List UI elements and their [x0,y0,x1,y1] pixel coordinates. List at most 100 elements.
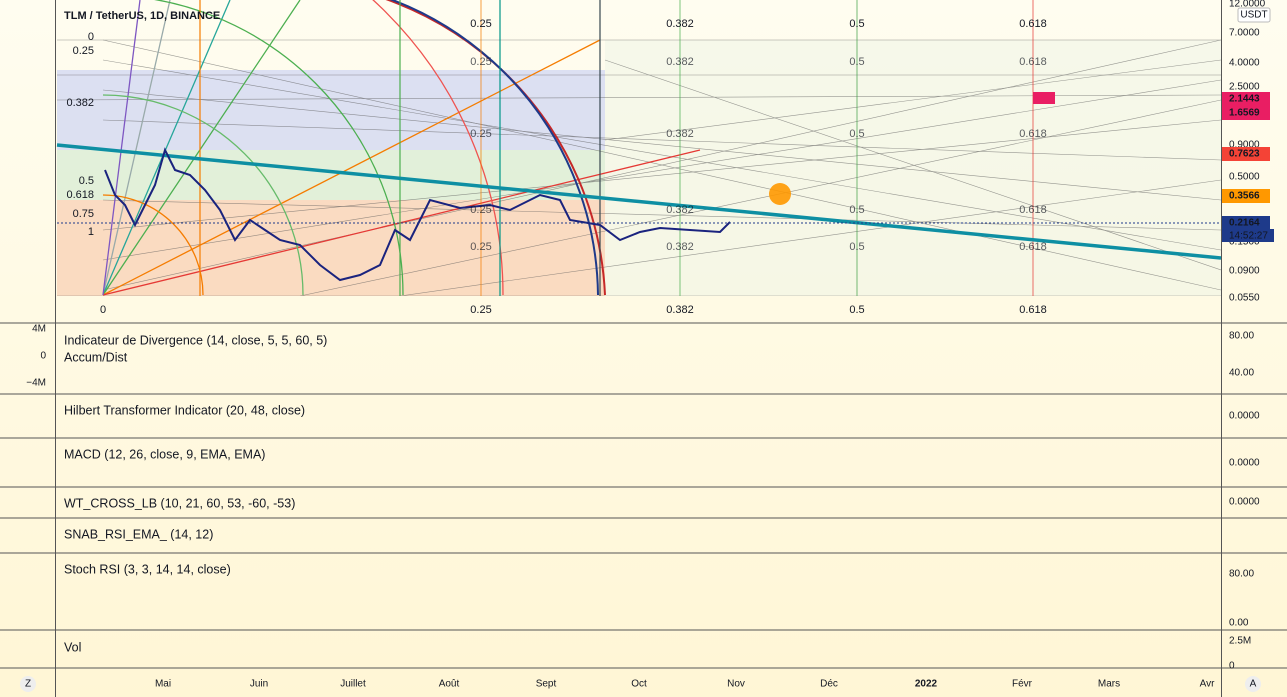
fib-axis-label: 0 [100,304,106,316]
fib-label: 0.382 [666,128,694,140]
pane-axis-label: 80.00 [1229,569,1254,580]
trend-line [56,143,1221,260]
countdown-tag [1222,229,1274,242]
price-tag [1222,92,1270,106]
time-axis-label: Avr [1200,679,1215,690]
time-axis-label: 2022 [915,679,938,690]
pane-title: MACD (12, 26, close, 9, EMA, EMA) [64,447,265,461]
fib-label: 0.618 [1019,18,1047,30]
corner-button-label[interactable]: A [1250,679,1257,690]
price-tag-label: 1.6569 [1229,108,1260,119]
time-axis-label: Juillet [340,679,366,690]
pane-title: Indicateur de Divergence (14, close, 5, … [64,333,327,347]
marker [769,183,791,205]
countdown: 14:52:27 [1229,231,1268,242]
pane-axis-label: 0.0000 [1229,411,1260,422]
pane-axis-label: 2.5M [1229,636,1251,647]
price-tag-label: 0.7623 [1229,149,1260,160]
fib-label: 0.618 [1019,204,1047,216]
gann-lines [56,39,1221,296]
price-axis-label: 4.0000 [1229,58,1260,69]
fib-label: 0.618 [1019,56,1047,68]
zone [605,40,1221,296]
fib-left-label: 0.382 [66,97,94,109]
fib-left-label: 0 [88,31,94,43]
pane-left-axis-label: 0 [40,351,46,362]
fib-label: 0.5 [849,241,864,253]
price-trace [104,147,731,282]
corner-button[interactable] [1245,676,1261,692]
price-axis-label: 0.5000 [1229,172,1260,183]
time-axis-label: Mai [155,679,171,690]
pane-title: Hilbert Transformer Indicator (20, 48, c… [64,403,305,417]
fib-left-label: 0.25 [73,45,94,57]
time-axis-label: Oct [631,679,647,690]
fib-axis-label: 0.618 [1019,304,1047,316]
fib-axis-label: 0.382 [666,304,694,316]
drawings [56,0,1221,296]
price-tag-label: 2.1443 [1229,94,1260,105]
price-tag [1222,106,1270,120]
price-axis-label: 0.0900 [1229,266,1260,277]
time-axis-label: Déc [820,679,838,690]
price-axis-label: 12.0000 [1229,0,1266,10]
price-axis-label: 0.0550 [1229,293,1260,304]
pane-axis-label: 40.00 [1229,368,1254,379]
fib-label: 0.5 [849,204,864,216]
fib-left-label: 1 [88,226,94,238]
fib-label: 0.5 [849,18,864,30]
fib-left-label: 0.75 [73,208,94,220]
corner-button[interactable] [20,676,36,692]
pane-title: SNAB_RSI_EMA_ (14, 12) [64,527,213,541]
time-axis-label: Nov [727,679,745,690]
pane-axis-label: 0.0000 [1229,458,1260,469]
fib-axis-label: 0.25 [470,304,491,316]
time-axis-label: Févr [1012,679,1033,690]
fib-label: 0.382 [666,56,694,68]
price-tag-label: 0.2164 [1229,218,1260,229]
pane-title: Vol [64,640,81,654]
price-axis-label: 0.9000 [1229,140,1260,151]
pane-title: Accum/Dist [64,350,128,364]
zone [57,150,605,200]
time-axis-label: Juin [250,679,268,690]
fib-left-label: 0.618 [66,189,94,201]
fib-label: 0.618 [1019,241,1047,253]
time-axis-label: Mars [1098,679,1120,690]
fib-label: 0.25 [470,18,491,30]
fib-label: 0.25 [470,128,491,140]
fib-axis-label: 0.5 [849,304,864,316]
pane-left-axis-label: −4M [26,378,46,389]
price-axis-label: 7.0000 [1229,28,1260,39]
pane-axis-label: 0.0000 [1229,497,1260,508]
price-tag [1222,189,1270,203]
pane-title: Stoch RSI (3, 3, 14, 14, close) [64,562,231,576]
verticals [199,0,1034,296]
time-axis-label: Sept [536,679,557,690]
pane-left-axis-label: 4M [32,324,46,335]
fib-label: 0.382 [666,204,694,216]
corner-button-label[interactable]: Z [25,679,31,690]
pane-axis-label: 0 [1229,661,1235,672]
price-tag [1222,147,1270,161]
time-axis-label: Août [439,679,460,690]
chart-title: TLM / TetherUS, 1D, BINANCE [64,10,220,22]
price-axis-label: 0.1500 [1229,237,1260,248]
price-tag [1222,216,1270,230]
fib-label: 0.618 [1019,128,1047,140]
currency[interactable]: USDT [1240,10,1267,21]
fib-label: 0.5 [849,128,864,140]
pane-axis-label: 80.00 [1229,331,1254,342]
currency-badge[interactable] [1237,7,1271,23]
fib-label: 0.382 [666,241,694,253]
fib-label: 0.25 [470,204,491,216]
fib-label: 0.25 [470,56,491,68]
fib-label: 0.382 [666,18,694,30]
pane-axis-label: 0.00 [1229,618,1249,629]
fib-label: 0.5 [849,56,864,68]
pane-title: WT_CROSS_LB (10, 21, 60, 53, -60, -53) [64,496,295,510]
price-tag-label: 0.3566 [1229,191,1260,202]
price-axis-label: 2.5000 [1229,82,1260,93]
fib-label: 0.25 [470,241,491,253]
